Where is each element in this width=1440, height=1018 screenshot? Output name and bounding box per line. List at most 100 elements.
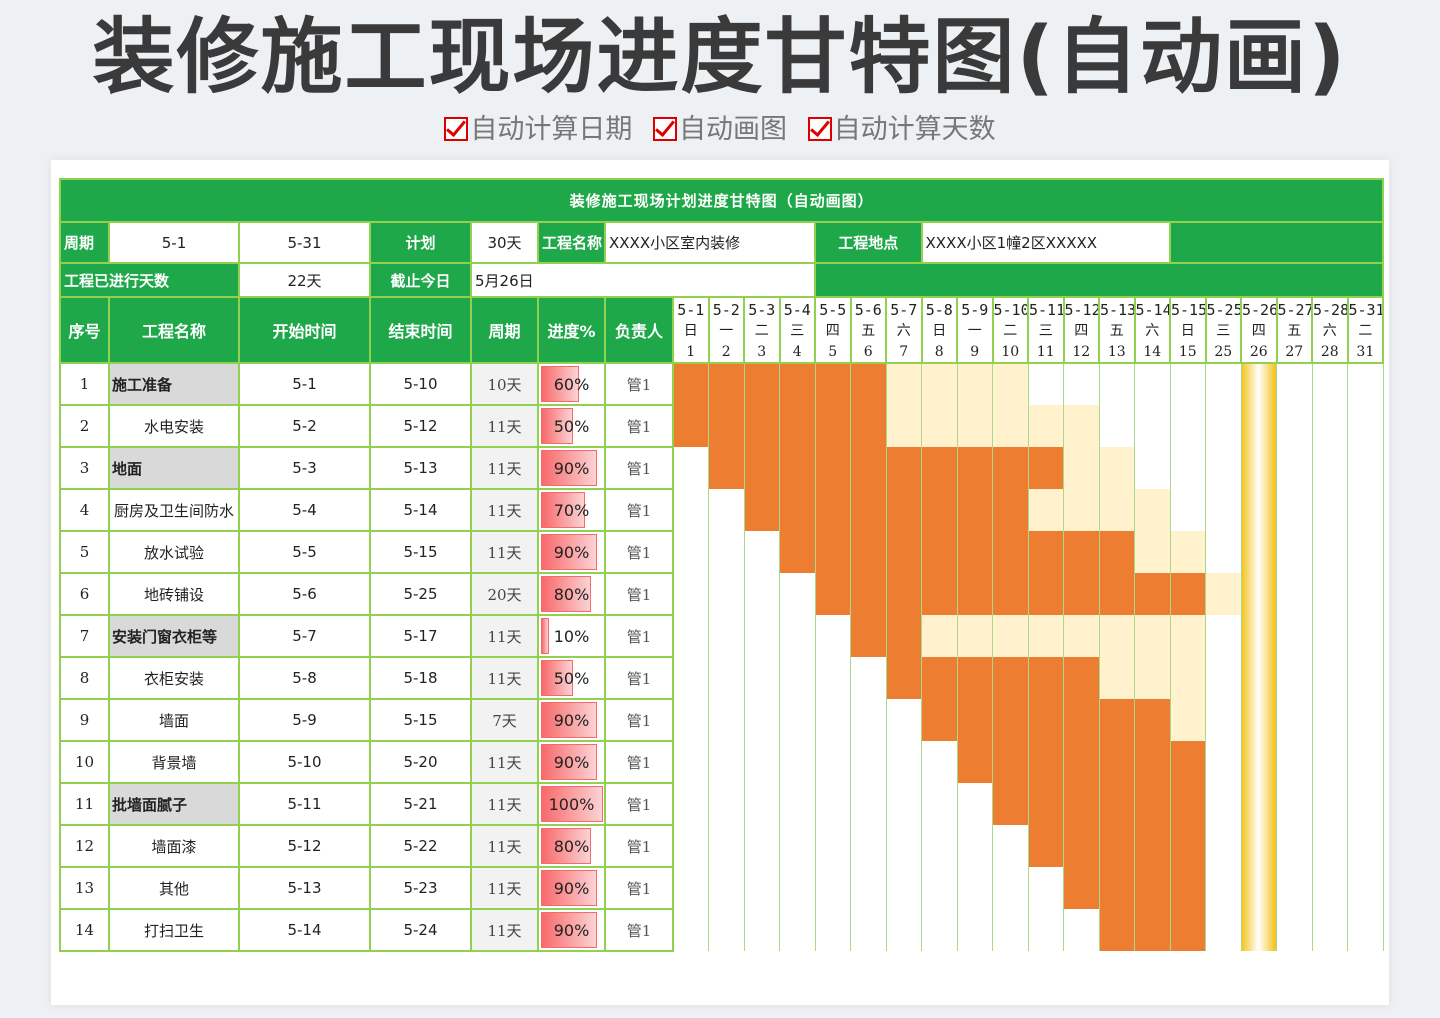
task-progress[interactable]: 100% bbox=[537, 782, 606, 826]
task-start[interactable]: 5-4 bbox=[238, 488, 371, 532]
task-seq: 5 bbox=[59, 530, 110, 574]
task-name[interactable]: 打扫卫生 bbox=[108, 908, 240, 952]
task-row[interactable]: 13 其他 5-13 5-23 11天 90% 管1 bbox=[59, 866, 1384, 910]
task-name[interactable]: 背景墙 bbox=[108, 740, 240, 784]
task-start[interactable]: 5-14 bbox=[238, 908, 371, 952]
task-progress[interactable]: 90% bbox=[537, 740, 606, 784]
task-progress[interactable]: 60% bbox=[537, 362, 606, 406]
gantt-cell-done bbox=[992, 573, 1029, 615]
task-start[interactable]: 5-3 bbox=[238, 446, 371, 490]
task-progress[interactable]: 90% bbox=[537, 908, 606, 952]
task-start[interactable]: 5-10 bbox=[238, 740, 371, 784]
gantt-cell-empty bbox=[1347, 699, 1384, 741]
task-row[interactable]: 8 衣柜安装 5-8 5-18 11天 50% 管1 bbox=[59, 656, 1384, 700]
task-row[interactable]: 9 墙面 5-9 5-15 7天 90% 管1 bbox=[59, 698, 1384, 742]
task-owner[interactable]: 管1 bbox=[604, 530, 674, 574]
task-progress[interactable]: 90% bbox=[537, 698, 606, 742]
task-owner[interactable]: 管1 bbox=[604, 698, 674, 742]
task-row[interactable]: 5 放水试验 5-5 5-15 11天 90% 管1 bbox=[59, 530, 1384, 574]
task-start[interactable]: 5-5 bbox=[238, 530, 371, 574]
plan-value-cell[interactable]: 30天 bbox=[470, 221, 539, 264]
task-progress[interactable]: 80% bbox=[537, 824, 606, 868]
task-name[interactable]: 放水试验 bbox=[108, 530, 240, 574]
task-end[interactable]: 5-18 bbox=[369, 656, 472, 700]
gantt-cell-empty bbox=[708, 615, 745, 657]
task-row[interactable]: 6 地砖铺设 5-6 5-25 20天 80% 管1 bbox=[59, 572, 1384, 616]
today-value-cell[interactable]: 5月26日 bbox=[470, 262, 816, 298]
task-owner[interactable]: 管1 bbox=[604, 614, 674, 658]
task-end[interactable]: 5-13 bbox=[369, 446, 472, 490]
task-name[interactable]: 水电安装 bbox=[108, 404, 240, 448]
task-end[interactable]: 5-12 bbox=[369, 404, 472, 448]
progress-bar bbox=[541, 744, 597, 780]
task-end[interactable]: 5-15 bbox=[369, 530, 472, 574]
task-row[interactable]: 1 施工准备 5-1 5-10 10天 60% 管1 bbox=[59, 362, 1384, 406]
task-end[interactable]: 5-25 bbox=[369, 572, 472, 616]
task-owner[interactable]: 管1 bbox=[604, 488, 674, 532]
task-row[interactable]: 3 地面 5-3 5-13 11天 90% 管1 bbox=[59, 446, 1384, 490]
task-row[interactable]: 4 厨房及卫生间防水 5-4 5-14 11天 70% 管1 bbox=[59, 488, 1384, 532]
task-owner[interactable]: 管1 bbox=[604, 572, 674, 616]
task-end[interactable]: 5-23 bbox=[369, 866, 472, 910]
task-owner[interactable]: 管1 bbox=[604, 446, 674, 490]
task-end[interactable]: 5-14 bbox=[369, 488, 472, 532]
task-progress[interactable]: 90% bbox=[537, 530, 606, 574]
task-progress[interactable]: 90% bbox=[537, 446, 606, 490]
location-cell[interactable]: XXXX小区1幢2区XXXXX bbox=[920, 221, 1171, 264]
task-start[interactable]: 5-12 bbox=[238, 824, 371, 868]
period-end-cell[interactable]: 5-31 bbox=[238, 221, 371, 264]
elapsed-value-cell[interactable]: 22天 bbox=[238, 262, 371, 298]
task-name[interactable]: 衣柜安装 bbox=[108, 656, 240, 700]
task-end[interactable]: 5-15 bbox=[369, 698, 472, 742]
task-end[interactable]: 5-22 bbox=[369, 824, 472, 868]
task-name[interactable]: 地砖铺设 bbox=[108, 572, 240, 616]
task-progress[interactable]: 50% bbox=[537, 656, 606, 700]
task-name[interactable]: 地面 bbox=[108, 446, 240, 490]
task-progress[interactable]: 50% bbox=[537, 404, 606, 448]
task-progress[interactable]: 90% bbox=[537, 866, 606, 910]
task-row[interactable]: 7 安装门窗衣柜等 5-7 5-17 11天 10% 管1 bbox=[59, 614, 1384, 658]
task-name[interactable]: 其他 bbox=[108, 866, 240, 910]
progress-label: 90% bbox=[553, 920, 590, 940]
task-owner[interactable]: 管1 bbox=[604, 740, 674, 784]
task-owner[interactable]: 管1 bbox=[604, 656, 674, 700]
period-label: 周期 bbox=[59, 221, 110, 264]
task-start[interactable]: 5-8 bbox=[238, 656, 371, 700]
task-row[interactable]: 11 批墙面腻子 5-11 5-21 11天 100% 管1 bbox=[59, 782, 1384, 826]
period-start-cell[interactable]: 5-1 bbox=[108, 221, 240, 264]
task-end[interactable]: 5-10 bbox=[369, 362, 472, 406]
task-progress[interactable]: 10% bbox=[537, 614, 606, 658]
task-row[interactable]: 10 背景墙 5-10 5-20 11天 90% 管1 bbox=[59, 740, 1384, 784]
task-name[interactable]: 批墙面腻子 bbox=[108, 782, 240, 826]
task-name[interactable]: 墙面 bbox=[108, 698, 240, 742]
task-name[interactable]: 安装门窗衣柜等 bbox=[108, 614, 240, 658]
project-name-cell[interactable]: XXXX小区室内装修 bbox=[604, 221, 816, 264]
task-owner[interactable]: 管1 bbox=[604, 908, 674, 952]
task-end[interactable]: 5-20 bbox=[369, 740, 472, 784]
task-name[interactable]: 施工准备 bbox=[108, 362, 240, 406]
task-start[interactable]: 5-9 bbox=[238, 698, 371, 742]
task-row[interactable]: 12 墙面漆 5-12 5-22 11天 80% 管1 bbox=[59, 824, 1384, 868]
task-name[interactable]: 厨房及卫生间防水 bbox=[108, 488, 240, 532]
day-number: 27 bbox=[1285, 343, 1304, 360]
task-start[interactable]: 5-7 bbox=[238, 614, 371, 658]
task-owner[interactable]: 管1 bbox=[604, 782, 674, 826]
task-start[interactable]: 5-2 bbox=[238, 404, 371, 448]
task-start[interactable]: 5-6 bbox=[238, 572, 371, 616]
task-row[interactable]: 14 打扫卫生 5-14 5-24 11天 90% 管1 bbox=[59, 908, 1384, 952]
task-end[interactable]: 5-21 bbox=[369, 782, 472, 826]
task-start[interactable]: 5-13 bbox=[238, 866, 371, 910]
task-owner[interactable]: 管1 bbox=[604, 866, 674, 910]
task-owner[interactable]: 管1 bbox=[604, 824, 674, 868]
task-end[interactable]: 5-17 bbox=[369, 614, 472, 658]
task-row[interactable]: 2 水电安装 5-2 5-12 11天 50% 管1 bbox=[59, 404, 1384, 448]
task-end[interactable]: 5-24 bbox=[369, 908, 472, 952]
task-progress[interactable]: 70% bbox=[537, 488, 606, 532]
task-progress[interactable]: 80% bbox=[537, 572, 606, 616]
task-start[interactable]: 5-1 bbox=[238, 362, 371, 406]
task-owner[interactable]: 管1 bbox=[604, 362, 674, 406]
task-start[interactable]: 5-11 bbox=[238, 782, 371, 826]
task-owner[interactable]: 管1 bbox=[604, 404, 674, 448]
task-name[interactable]: 墙面漆 bbox=[108, 824, 240, 868]
gantt-cell-today bbox=[1240, 489, 1277, 531]
